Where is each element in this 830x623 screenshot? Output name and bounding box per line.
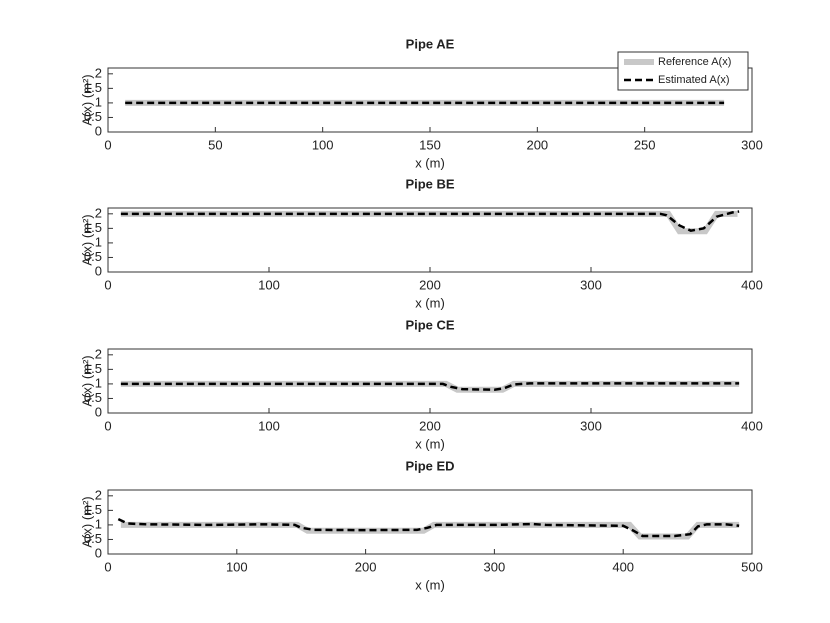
series-line: [120, 210, 738, 235]
legend-label: Estimated A(x): [658, 74, 730, 86]
x-tick-label: 300: [741, 137, 763, 152]
x-tick-label: 0: [104, 559, 111, 574]
y-tick-label: 0.5: [84, 249, 102, 264]
x-tick-label: 200: [419, 418, 441, 433]
x-tick-label: 0: [104, 137, 111, 152]
y-tick-label: 1.5: [84, 220, 102, 235]
chart-title: Pipe ED: [405, 458, 454, 473]
y-tick-label: 2: [95, 65, 102, 80]
y-tick-label: 1.5: [84, 80, 102, 95]
x-tick-label: 100: [226, 559, 248, 574]
y-tick-label: 1: [95, 94, 102, 109]
chart-title: Pipe CE: [405, 317, 454, 332]
y-tick-label: 0: [95, 263, 102, 278]
x-tick-label: 200: [526, 137, 548, 152]
y-tick-label: 2: [95, 346, 102, 361]
x-tick-label: 300: [580, 277, 602, 292]
y-tick-label: 1: [95, 516, 102, 531]
x-tick-label: 300: [580, 418, 602, 433]
y-tick-label: 0.5: [84, 109, 102, 124]
y-axis-label: A(x) (m²): [79, 496, 94, 547]
axes-box: [107, 489, 753, 555]
y-tick-label: 0: [95, 123, 102, 138]
series-line: [120, 521, 740, 540]
y-tick-label: 2: [95, 487, 102, 502]
x-tick-label: 200: [419, 277, 441, 292]
x-tick-label: 0: [104, 418, 111, 433]
x-axis-label: x (m): [415, 436, 445, 451]
x-tick-label: 400: [612, 559, 634, 574]
x-tick-label: 400: [741, 418, 763, 433]
y-axis-label: A(x) (m²): [79, 74, 94, 125]
y-axis-label: A(x) (m²): [79, 214, 94, 265]
y-tick-label: 0: [95, 545, 102, 560]
y-tick-label: 0: [95, 404, 102, 419]
series-line: [117, 517, 740, 538]
x-tick-label: 100: [258, 418, 280, 433]
y-tick-label: 1: [95, 375, 102, 390]
x-tick-label: 400: [741, 277, 763, 292]
x-tick-label: 0: [104, 277, 111, 292]
x-tick-label: 100: [312, 137, 334, 152]
chart-title: Pipe BE: [405, 176, 454, 191]
legend-label: Reference A(x): [658, 56, 731, 68]
y-tick-label: 1: [95, 234, 102, 249]
x-tick-label: 100: [258, 277, 280, 292]
y-tick-label: 0.5: [84, 531, 102, 546]
x-tick-label: 250: [634, 137, 656, 152]
y-tick-label: 2: [95, 205, 102, 220]
y-axis-label: A(x) (m²): [79, 355, 94, 406]
y-tick-label: 0.5: [84, 390, 102, 405]
x-tick-label: 200: [355, 559, 377, 574]
legend-box: [617, 51, 749, 91]
series-line: [120, 382, 740, 391]
x-tick-label: 150: [419, 137, 441, 152]
y-tick-label: 1.5: [84, 361, 102, 376]
chart-title: Pipe AE: [406, 36, 455, 51]
y-tick-label: 1.5: [84, 502, 102, 517]
x-tick-label: 50: [208, 137, 222, 152]
x-axis-label: x (m): [415, 295, 445, 310]
x-tick-label: 300: [484, 559, 506, 574]
x-axis-label: x (m): [415, 155, 445, 170]
series-line: [120, 210, 740, 232]
axes-box: [107, 207, 753, 273]
x-axis-label: x (m): [415, 577, 445, 592]
x-tick-label: 500: [741, 559, 763, 574]
